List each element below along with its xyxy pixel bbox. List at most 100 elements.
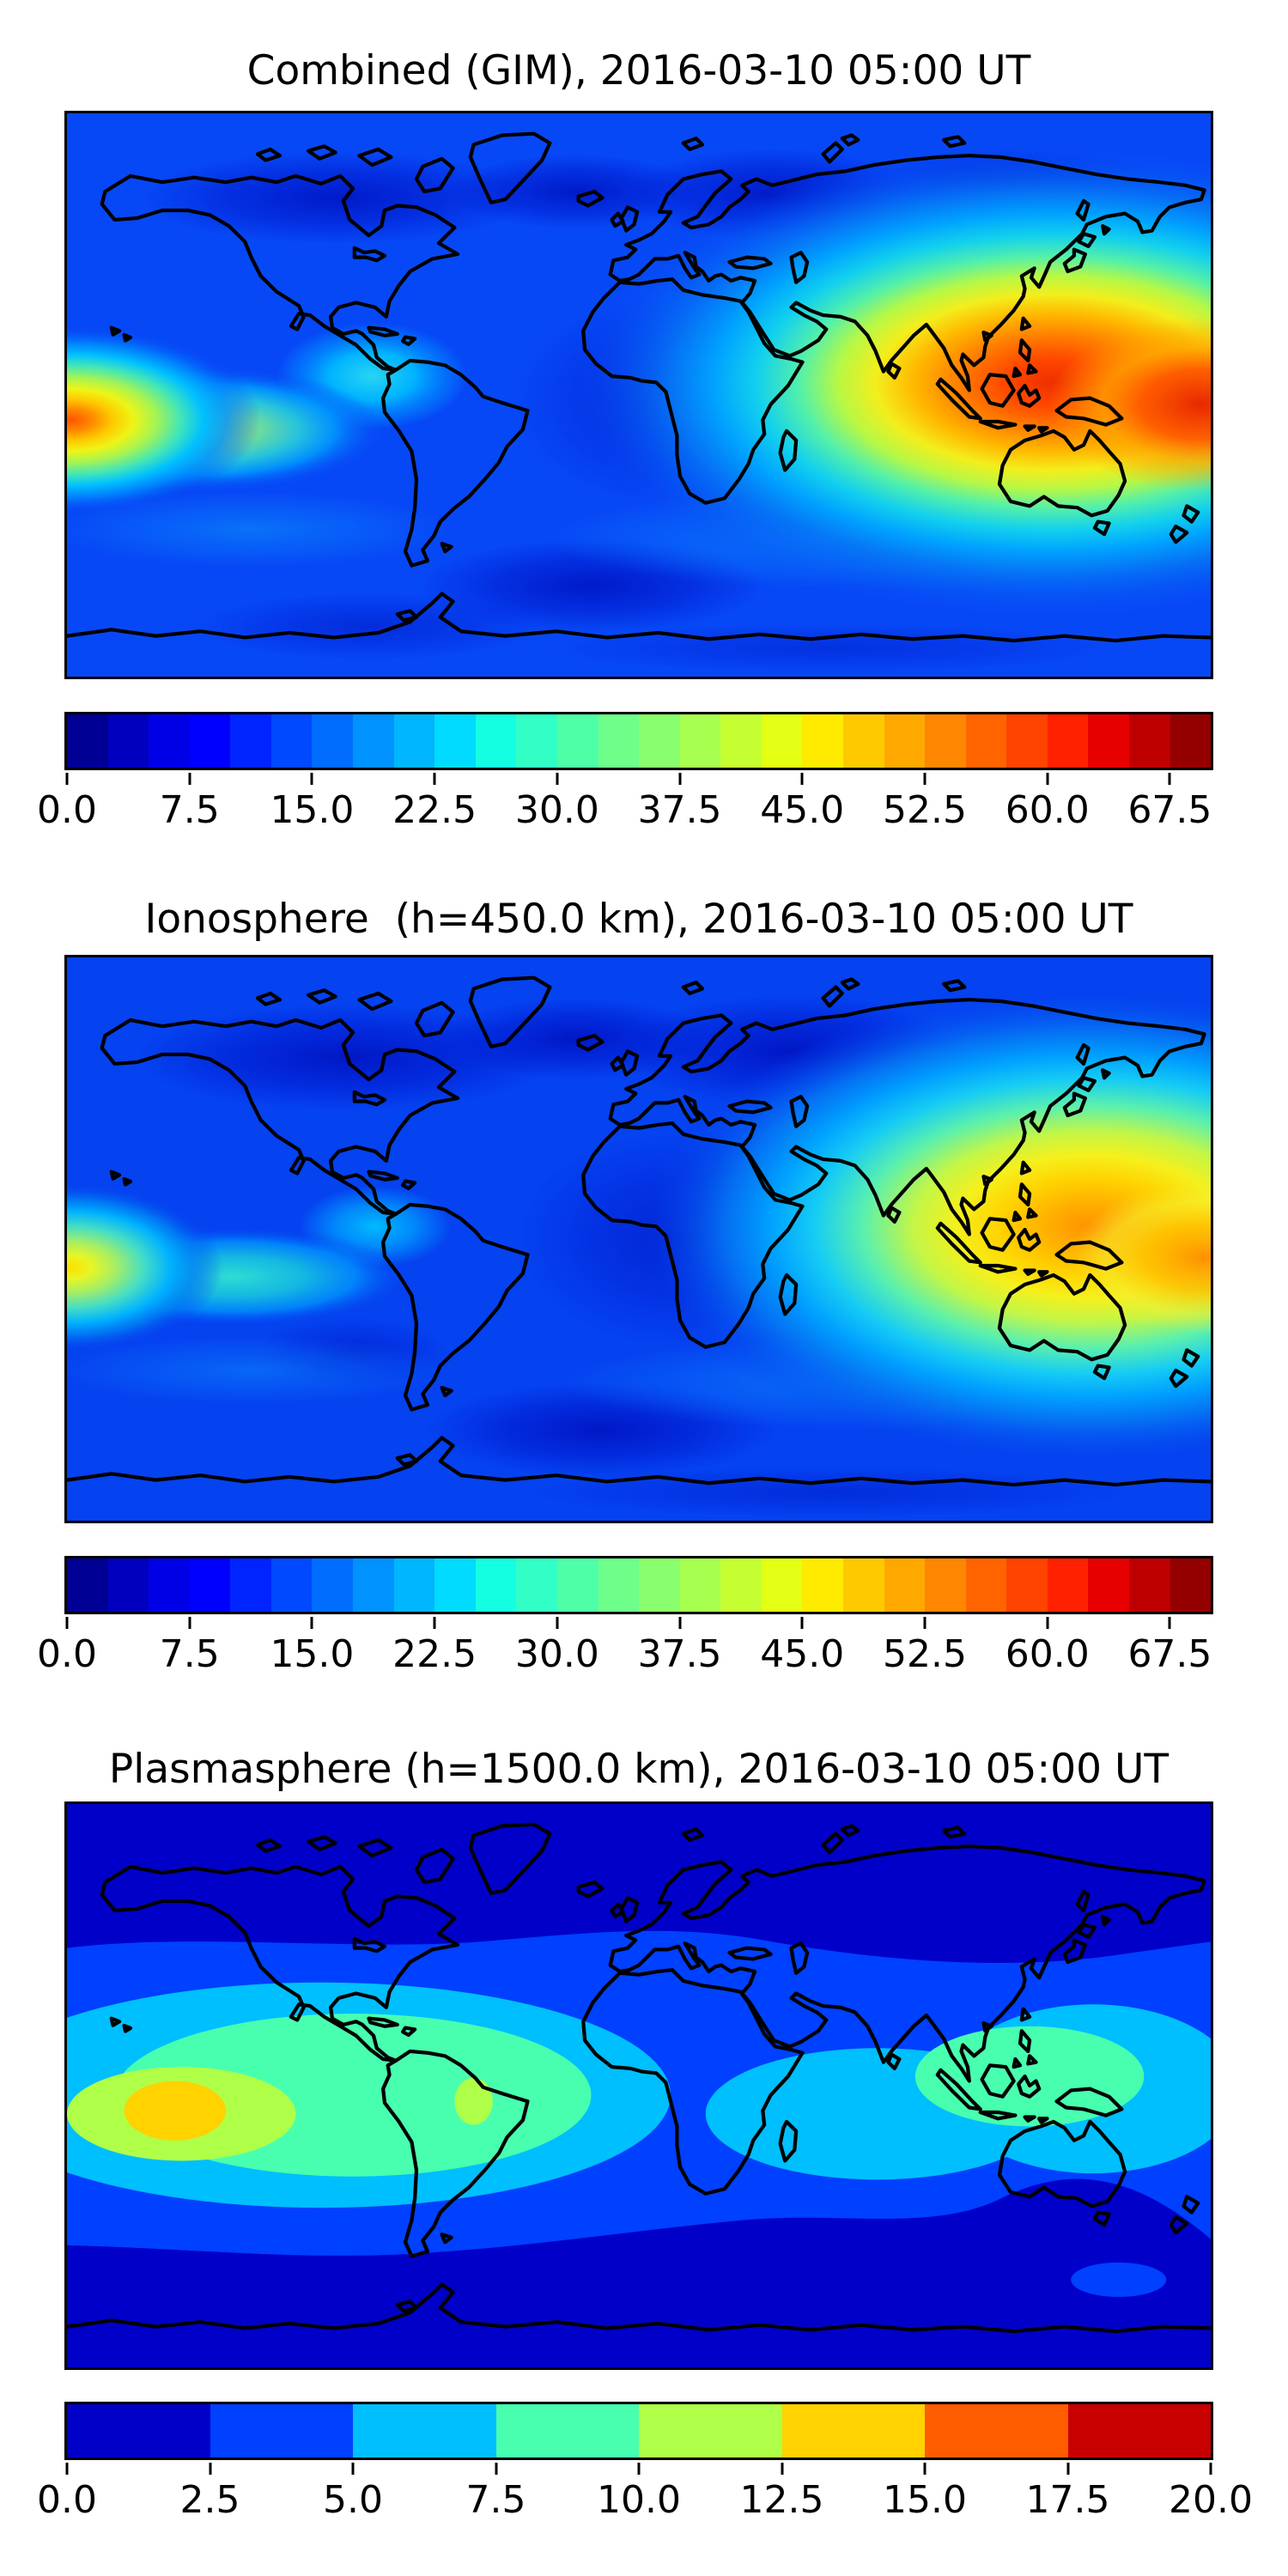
colorbar-strip xyxy=(64,712,1213,770)
colorbar-tick xyxy=(556,1617,559,1629)
colorbar-tick-label: 30.0 xyxy=(514,1632,599,1676)
colorbar-tick-label: 15.0 xyxy=(270,788,355,832)
colorbar-segment xyxy=(884,1558,926,1612)
colorbar-segment xyxy=(1170,1558,1212,1612)
colorbar-segment xyxy=(516,714,557,768)
panel-title-plasmasphere: Plasmasphere (h=1500.0 km), 2016-03-10 0… xyxy=(108,1746,1170,1793)
colorbar-segment xyxy=(1088,714,1130,768)
colorbar-tick-labels: 0.0 7.5 15.0 22.5 30.0 37.5 45.0 52.5 60.0 67.5 xyxy=(37,788,1212,832)
colorbar-segment xyxy=(965,1558,1007,1612)
colorbar-tick xyxy=(800,1617,804,1629)
colorbar-tick xyxy=(65,773,69,785)
colorbar-segment xyxy=(598,714,640,768)
map-ionosphere xyxy=(64,955,1213,1523)
colorbar-tick-labels: 0.0 2.5 5.0 7.5 10.0 12.5 15.0 17.5 20.0 xyxy=(37,2478,1253,2522)
colorbar-segment xyxy=(639,2404,782,2458)
colorbar-tick xyxy=(1046,773,1049,785)
colorbar-tick-label: 60.0 xyxy=(1005,788,1090,832)
colorbar-segment xyxy=(189,1558,231,1612)
colorbar-tick-label: 67.5 xyxy=(1127,788,1212,832)
colorbar-segment xyxy=(1129,714,1170,768)
colorbar-segment xyxy=(1088,1558,1130,1612)
colorbar-segment xyxy=(353,1558,394,1612)
colorbar-segment xyxy=(1047,1558,1089,1612)
colorbar-segment xyxy=(884,714,926,768)
colorbar-tick-label: 45.0 xyxy=(760,1632,845,1676)
colorbar-segment xyxy=(67,714,108,768)
colorbar-segment xyxy=(107,1558,149,1612)
colorbar-tick-label: 30.0 xyxy=(514,788,599,832)
colorbar-segment xyxy=(149,714,190,768)
colorbar-tick xyxy=(188,773,191,785)
colorbar-segment xyxy=(353,2404,496,2458)
colorbar-tick-label: 7.5 xyxy=(159,1632,220,1676)
world-map-ionosphere-svg xyxy=(67,957,1211,1521)
colorbar-segment xyxy=(965,714,1007,768)
colorbar-tick xyxy=(433,1617,436,1629)
colorbar-segment xyxy=(1047,714,1089,768)
colorbar-segment xyxy=(210,2404,353,2458)
colorbar-tick-label: 15.0 xyxy=(883,2478,967,2522)
colorbar-segment xyxy=(434,1558,476,1612)
colorbar-segment xyxy=(802,1558,843,1612)
colorbar-tick xyxy=(1209,2463,1212,2475)
colorbar-segment xyxy=(679,1558,721,1612)
colorbar-tick-label: 0.0 xyxy=(37,788,97,832)
colorbar-tick-label: 10.0 xyxy=(597,2478,681,2522)
colorbar-tick xyxy=(637,2463,641,2475)
map-combined xyxy=(64,111,1213,679)
colorbar-tick xyxy=(65,2463,69,2475)
colorbar-tick xyxy=(310,1617,313,1629)
colorbar-segment xyxy=(312,1558,354,1612)
colorbar-ticks xyxy=(65,1617,1211,1629)
colorbar-tick-label: 7.5 xyxy=(465,2478,526,2522)
colorbar-segment xyxy=(189,714,231,768)
colorbar-segment xyxy=(270,1558,313,1612)
colorbar-tick-label: 12.5 xyxy=(739,2478,824,2522)
colorbar-tick-labels: 0.0 7.5 15.0 22.5 30.0 37.5 45.0 52.5 60.0 67.5 xyxy=(37,1632,1212,1676)
colorbar-tick-label: 22.5 xyxy=(392,788,477,832)
colorbar-segment xyxy=(598,1558,640,1612)
world-map-plasmasphere-svg xyxy=(67,1804,1211,2367)
colorbar-strip xyxy=(64,2402,1213,2460)
colorbar-segment xyxy=(434,714,476,768)
colorbar-tick-label: 52.5 xyxy=(883,1632,967,1676)
panel-title-combined: Combined (GIM), 2016-03-10 05:00 UT xyxy=(246,47,1031,94)
colorbar-segment xyxy=(842,714,884,768)
colorbar-tick xyxy=(678,1617,682,1629)
colorbar-tick-label: 0.0 xyxy=(37,1632,97,1676)
colorbar-segment xyxy=(925,2404,1068,2458)
colorbar-segment xyxy=(1006,714,1048,768)
colorbar-segment xyxy=(149,1558,190,1612)
colorbar-tick xyxy=(1168,1617,1171,1629)
colorbar-segment xyxy=(107,714,149,768)
colorbar-segment xyxy=(720,1558,762,1612)
colorbar-segment xyxy=(679,714,721,768)
colorbar-segment xyxy=(230,1558,271,1612)
colorbar-tick-label: 45.0 xyxy=(760,788,845,832)
colorbar-tick xyxy=(1168,773,1171,785)
panel-title-ionosphere: Ionosphere (h=450.0 km), 2016-03-10 05:0… xyxy=(144,896,1133,943)
colorbar-segment xyxy=(393,1558,435,1612)
colorbar-tick-label: 60.0 xyxy=(1005,1632,1090,1676)
colorbar-tick xyxy=(188,1617,191,1629)
colorbar-segment xyxy=(1129,1558,1170,1612)
colorbar-segment xyxy=(353,714,394,768)
colorbar-tick xyxy=(1066,2463,1069,2475)
colorbar-segment xyxy=(1170,714,1212,768)
colorbar-tick xyxy=(923,773,927,785)
colorbar-tick-label: 20.0 xyxy=(1169,2478,1253,2522)
colorbar-segment xyxy=(230,714,271,768)
colorbar-segment xyxy=(393,714,435,768)
colorbar-tick-label: 37.5 xyxy=(637,1632,722,1676)
colorbar-tick-label: 5.0 xyxy=(323,2478,383,2522)
colorbar-tick xyxy=(495,2463,497,2475)
colorbar-segment xyxy=(761,714,803,768)
colorbar-tick xyxy=(433,773,436,785)
colorbar-segment xyxy=(556,714,598,768)
colorbar-ticks xyxy=(65,773,1211,785)
colorbar-segment xyxy=(67,1558,108,1612)
colorbar-tick xyxy=(556,773,559,785)
colorbar-segment xyxy=(1006,1558,1048,1612)
